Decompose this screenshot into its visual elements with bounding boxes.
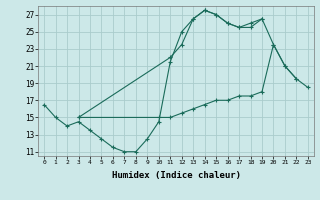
X-axis label: Humidex (Indice chaleur): Humidex (Indice chaleur): [111, 171, 241, 180]
